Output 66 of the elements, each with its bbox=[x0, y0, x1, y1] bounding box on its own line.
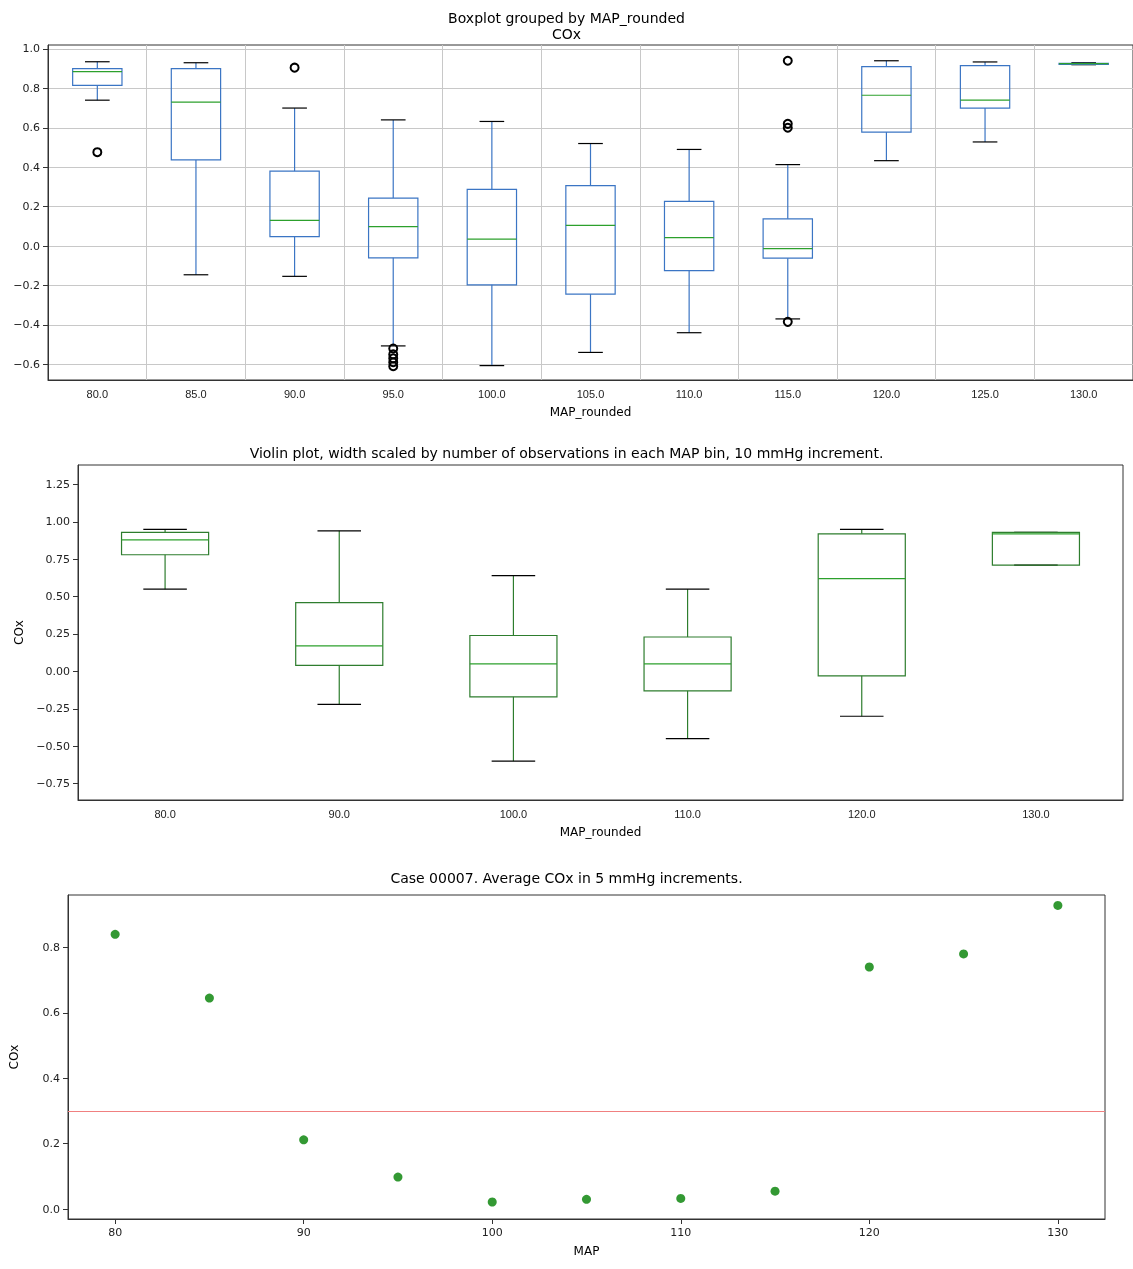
point bbox=[582, 1194, 591, 1204]
x-tick-label: 130.0 bbox=[1022, 807, 1050, 820]
y-tick-label: 1.25 bbox=[45, 477, 70, 491]
x-tick-label: 80 bbox=[108, 1226, 123, 1239]
x-tick-label: 120.0 bbox=[872, 387, 901, 400]
x-tick-label: 85.0 bbox=[185, 387, 207, 400]
chart-subtitle: COx bbox=[551, 26, 582, 42]
y-tick-label: 0.2 bbox=[22, 200, 40, 214]
point bbox=[204, 993, 214, 1003]
y-tick-label: 1.0 bbox=[22, 42, 40, 56]
point bbox=[676, 1193, 686, 1203]
chart-title: Case 00007. Average COx in 5 mmHg increments. bbox=[390, 870, 743, 886]
point bbox=[110, 929, 120, 939]
x-axis-title: MAP_rounded bbox=[549, 405, 632, 419]
x-tick-label: 110.0 bbox=[675, 387, 703, 400]
x-axis-title: MAP bbox=[573, 1244, 600, 1258]
x-tick-label: 95.0 bbox=[382, 387, 404, 400]
x-tick-label: 110 bbox=[670, 1226, 692, 1239]
y-tick-label: 0.50 bbox=[45, 590, 70, 604]
y-tick-label: 0.6 bbox=[22, 121, 40, 135]
y-tick-label: 0.75 bbox=[45, 552, 70, 566]
x-tick-label: 80.0 bbox=[86, 387, 109, 400]
y-tick-label: −0.4 bbox=[13, 318, 40, 332]
y-tick-label: 0.0 bbox=[42, 1202, 60, 1216]
y-tick-label: −0.75 bbox=[36, 777, 70, 791]
x-tick-label: 110.0 bbox=[674, 807, 701, 820]
x-tick-label: 130.0 bbox=[1069, 387, 1098, 400]
x-tick-label: 90 bbox=[296, 1226, 311, 1239]
point bbox=[1053, 900, 1063, 910]
x-tick-label: 115.0 bbox=[774, 387, 802, 400]
y-tick-label: 0.6 bbox=[42, 1006, 60, 1020]
point bbox=[299, 1135, 309, 1145]
x-tick-label: 125.0 bbox=[971, 387, 999, 400]
x-axis-title: MAP_rounded bbox=[559, 825, 642, 839]
y-tick-label: −0.6 bbox=[13, 357, 40, 371]
x-tick-label: 100.0 bbox=[499, 807, 528, 820]
y-tick-label: 0.2 bbox=[42, 1137, 60, 1151]
y-axis-title: COx bbox=[12, 620, 27, 645]
x-tick-label: 105.0 bbox=[576, 387, 605, 400]
chart-title: Violin plot, width scaled by number of observations in each MAP bin, 10 mmHg increment. bbox=[249, 445, 884, 461]
point bbox=[959, 949, 969, 959]
x-tick-label: 80.0 bbox=[154, 807, 176, 820]
y-tick-label: 0.8 bbox=[42, 940, 60, 954]
y-tick-label: 0.4 bbox=[42, 1071, 60, 1085]
x-tick-label: 90.0 bbox=[328, 807, 350, 820]
y-tick-label: 1.00 bbox=[45, 515, 70, 529]
x-tick-label: 120.0 bbox=[847, 807, 876, 820]
x-tick-label: 100 bbox=[481, 1226, 503, 1239]
y-axis-title: COx bbox=[7, 1044, 21, 1070]
point bbox=[770, 1186, 780, 1196]
x-tick-label: 100.0 bbox=[478, 387, 506, 400]
y-tick-label: 0.8 bbox=[22, 81, 40, 95]
y-tick-label: −0.50 bbox=[36, 739, 70, 753]
x-tick-label: 130 bbox=[1047, 1226, 1069, 1239]
y-tick-label: 0.25 bbox=[45, 627, 70, 641]
point bbox=[393, 1172, 403, 1182]
x-tick-label: 120 bbox=[858, 1226, 880, 1239]
point bbox=[864, 962, 874, 972]
chart-title: Boxplot grouped by MAP_rounded bbox=[448, 10, 685, 26]
y-tick-label: 0.4 bbox=[22, 160, 40, 174]
y-tick-label: −0.25 bbox=[36, 702, 70, 716]
y-tick-label: −0.2 bbox=[13, 278, 40, 292]
y-tick-label: 0.0 bbox=[22, 239, 40, 253]
point bbox=[487, 1197, 497, 1207]
x-tick-label: 90.0 bbox=[283, 387, 306, 400]
y-tick-label: 0.00 bbox=[45, 664, 70, 678]
